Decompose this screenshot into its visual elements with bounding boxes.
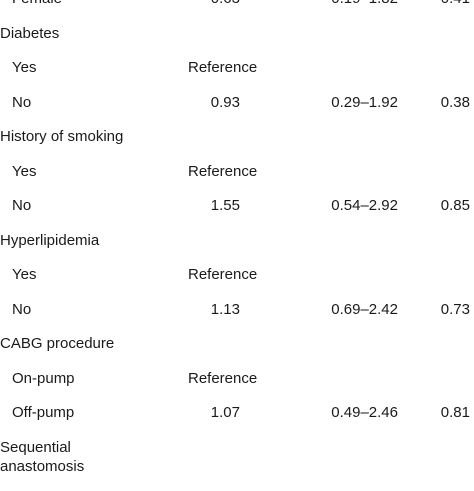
table-row-smoking-header: History of smoking <box>0 120 474 155</box>
p-value: 0.85 <box>440 197 470 214</box>
reference-label: Reference <box>188 266 258 283</box>
section-heading-continued: anastomosis <box>0 457 85 475</box>
row-label: No <box>12 197 32 214</box>
section-heading: History of smoking <box>0 128 124 145</box>
table-row-cabg-off-pump: Off-pump 1.07 0.49–2.46 0.81 <box>0 396 474 431</box>
odds-ratio: 0.63 <box>168 0 240 9</box>
row-label: Yes <box>12 266 37 283</box>
reference-label: Reference <box>188 162 258 180</box>
section-heading: CABG procedure <box>0 335 115 352</box>
table-row-diabetes-header: Diabetes <box>0 17 474 52</box>
table-row-hyperlipidemia-yes: Yes Reference <box>0 258 474 293</box>
table-row-hyperlipidemia-no: No 1.13 0.69–2.42 0.73 <box>0 293 474 328</box>
p-value: 0.41 <box>428 0 470 9</box>
table-row-smoking-yes: Yes Reference <box>0 155 474 190</box>
row-label: No <box>12 300 32 318</box>
table-row-sequential-header: Sequential <box>0 431 474 461</box>
table-row-cabg-on-pump: On-pump Reference <box>0 362 474 397</box>
row-label: On-pump <box>12 369 75 387</box>
table-row-diabetes-no: No 0.93 0.29–1.92 0.38 <box>0 86 474 121</box>
odds-ratio: 1.07 <box>210 404 240 421</box>
table-row-hyperlipidemia-header: Hyperlipidemia <box>0 224 474 259</box>
confidence-interval: 0.19–1.82 <box>298 0 398 9</box>
reference-label: Reference <box>188 369 258 387</box>
section-heading: Hyperlipidemia <box>0 231 100 249</box>
p-value: 0.38 <box>440 93 470 111</box>
odds-ratio: 0.93 <box>210 93 240 111</box>
confidence-interval: 0.69–2.42 <box>331 300 398 318</box>
table-row-smoking-no: No 1.55 0.54–2.92 0.85 <box>0 189 474 224</box>
p-value: 0.73 <box>440 300 470 318</box>
p-value: 0.81 <box>440 404 470 421</box>
row-label: Yes <box>12 59 37 76</box>
table-row-diabetes-yes: Yes Reference <box>0 51 474 86</box>
section-heading: Diabetes <box>0 24 60 42</box>
confidence-interval: 0.29–1.92 <box>331 93 398 111</box>
row-label: Off-pump <box>12 404 75 421</box>
table-row-sequential-header-continued: anastomosis <box>0 458 474 491</box>
row-label: Female <box>12 0 62 9</box>
row-label: No <box>12 93 32 111</box>
section-heading: Sequential <box>0 438 71 456</box>
row-label: Yes <box>12 162 37 180</box>
table-row-cabg-header: CABG procedure <box>0 327 474 362</box>
table-row-female: Female 0.63 0.19–1.82 0.41 <box>0 0 474 17</box>
reference-label: Reference <box>188 59 258 76</box>
confidence-interval: 0.49–2.46 <box>331 404 398 421</box>
confidence-interval: 0.54–2.92 <box>331 197 398 214</box>
odds-ratio: 1.55 <box>210 197 240 214</box>
odds-ratio: 1.13 <box>210 300 240 318</box>
